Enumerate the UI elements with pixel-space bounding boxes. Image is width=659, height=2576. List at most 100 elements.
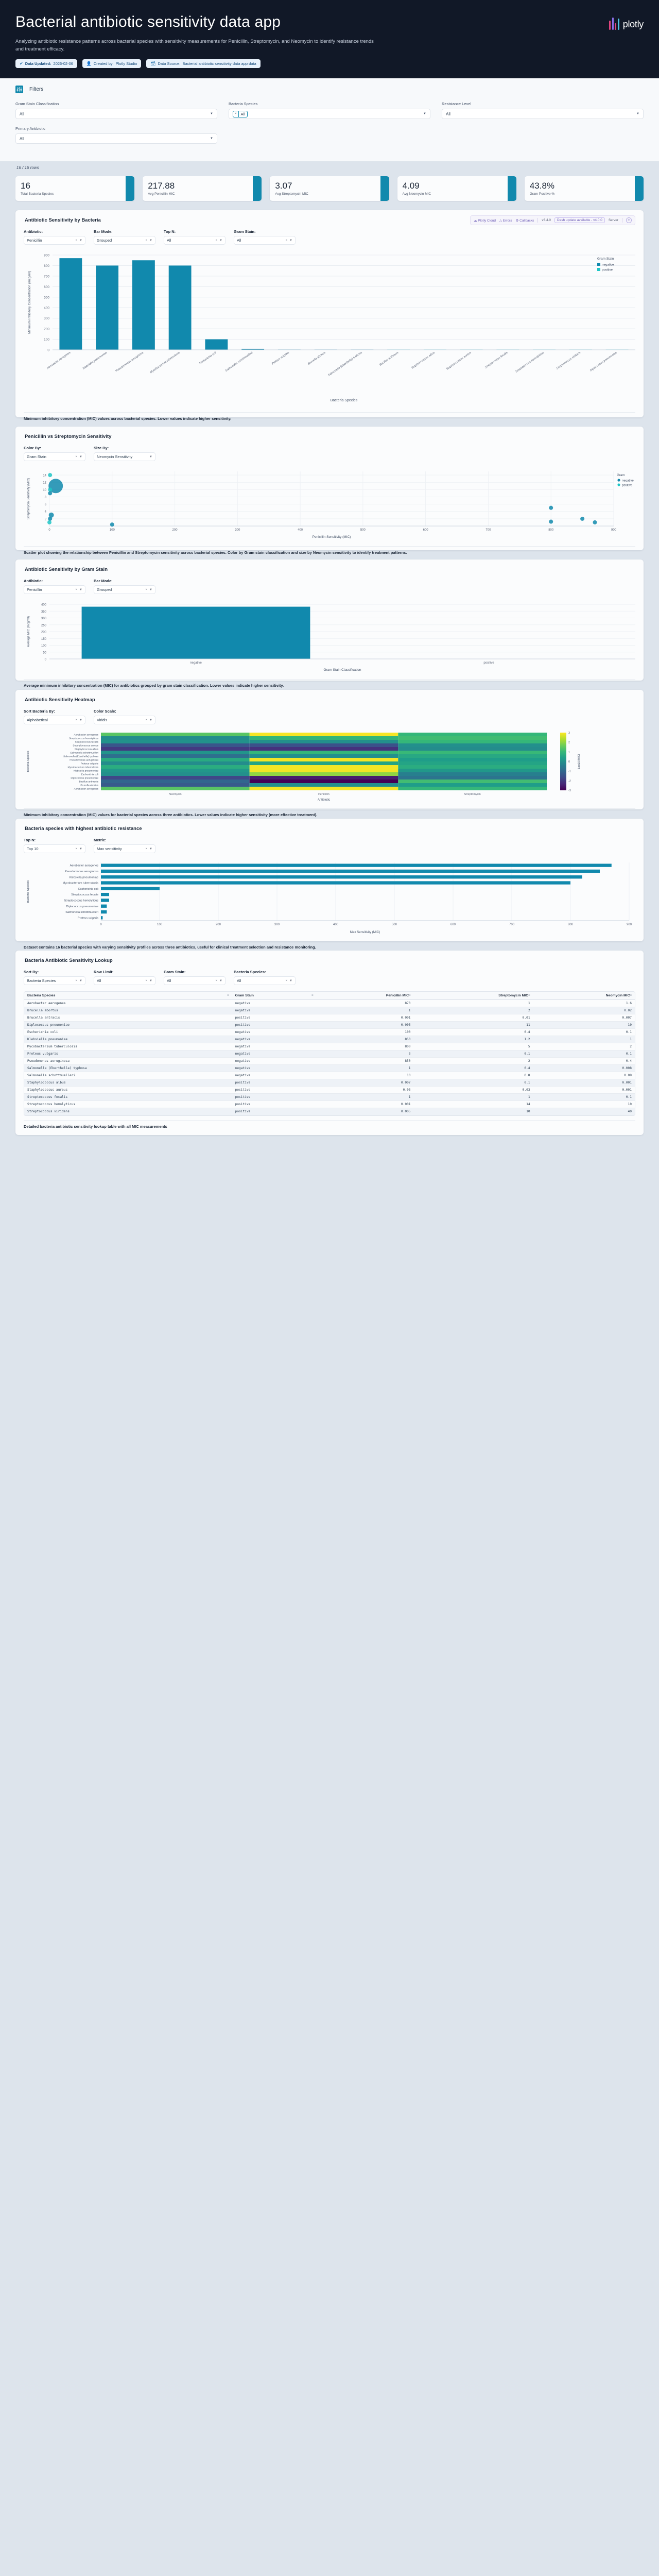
chevron-down-icon[interactable]: ▼ [79, 588, 82, 591]
svg-text:700: 700 [44, 275, 49, 279]
chevron-down-icon[interactable]: ▼ [289, 979, 292, 982]
table-row[interactable]: Escherichia coli negative 100 0.4 0.1 [24, 1028, 635, 1037]
clear-icon[interactable]: × [145, 588, 148, 591]
gram-stain-chart-select[interactable]: All × ▼ [234, 236, 296, 245]
table-header-penicillin-mic[interactable]: Penicillin MIC ≡ [316, 992, 414, 1001]
horizontal-bar-resistance[interactable]: 0 100 200 300 400 500 600 700 800 900 Aerobacter a… [24, 859, 650, 935]
svg-text:negative: negative [602, 263, 614, 267]
size-by-select[interactable]: Neomycin Sensitivity ▼ [94, 452, 155, 462]
bacteria-species-table-select[interactable]: All × ▼ [234, 976, 296, 986]
chevron-down-icon[interactable]: ▼ [79, 718, 82, 722]
table-row[interactable]: Salmonella (Eberthella) typhosa negative 1… [24, 1064, 635, 1073]
sort-bacteria-select[interactable]: Alphabetical × ▼ [24, 716, 85, 725]
antibiotic-gram-select[interactable]: Penicillin × ▼ [24, 585, 85, 595]
top-n-resistance-select[interactable]: Top 10 × ▼ [24, 844, 85, 854]
metric-select[interactable]: Max sensitivity × ▼ [94, 844, 155, 854]
chevron-down-icon[interactable]: ▼ [149, 718, 152, 722]
clear-icon[interactable]: × [145, 239, 148, 242]
clear-icon[interactable]: × [75, 588, 78, 591]
gram-stain-table-select[interactable]: All × ▼ [164, 976, 226, 986]
plotly-cloud-link[interactable]: ☁ Plotly Cloud [473, 218, 496, 223]
top-n-select[interactable]: All × ▼ [164, 236, 226, 245]
scatter-plot-penicillin-streptomycin[interactable]: 2 4 6 8 10 12 14 0 100 200 300 400 500 600 700 800 900 Pe… [24, 467, 650, 540]
sort-by-select[interactable]: Bacteria Species × ▼ [24, 976, 85, 986]
chevron-down-icon[interactable]: ▼ [79, 455, 82, 459]
clear-icon[interactable]: × [145, 979, 148, 982]
chevron-down-icon[interactable]: ▼ [79, 979, 82, 982]
bacteria-species-select[interactable]: × All ▼ [229, 109, 430, 120]
primary-antibiotic-select[interactable]: All ▼ [15, 133, 217, 144]
row-limit-select[interactable]: All × ▼ [94, 976, 155, 986]
column-filter-icon[interactable]: ≡ [528, 994, 530, 997]
clear-icon[interactable]: × [285, 979, 288, 982]
dash-dev-toolbar[interactable]: ☁ Plotly Cloud △ Errors ⚙ Callbacks v3.4… [470, 215, 635, 226]
table-cell: 10 [316, 1072, 414, 1080]
bar-mode-gram-select[interactable]: Grouped × ▼ [94, 585, 155, 595]
table-row[interactable]: Klebsiella pneumoniae negative 850 1.2 1 [24, 1036, 635, 1044]
bar-chart-controls: Antibiotic: Penicillin × ▼ Bar Mode: Grou… [24, 229, 635, 245]
clear-icon[interactable]: × [75, 979, 78, 982]
chevron-down-icon[interactable]: ▼ [79, 239, 82, 242]
table-row[interactable]: Salmonella schottmuelleri negative 10 0.8 0.… [24, 1072, 635, 1080]
clear-icon[interactable]: × [75, 847, 78, 851]
chip-remove-icon[interactable]: × [233, 111, 239, 117]
kpi-card-avg-neomycin: 4.09 Avg Neomycin MIC [397, 176, 516, 201]
table-row[interactable]: Staphylococcus albus positive 0.007 0.1 0.00… [24, 1079, 635, 1087]
table-header-bacteria-species[interactable]: Bacteria Species ≡ [24, 992, 232, 1001]
chevron-down-icon[interactable]: ▼ [149, 588, 152, 591]
bar-mode-select[interactable]: Grouped × ▼ [94, 236, 155, 245]
errors-indicator[interactable]: △ Errors [499, 218, 512, 223]
clear-icon[interactable]: × [145, 718, 148, 722]
callbacks-indicator[interactable]: ⚙ Callbacks [515, 218, 534, 223]
clear-icon[interactable]: × [75, 455, 78, 459]
chevron-down-icon[interactable]: ▼ [149, 979, 152, 982]
chevron-down-icon[interactable]: ▼ [149, 455, 152, 459]
column-filter-icon[interactable]: ≡ [630, 994, 632, 997]
table-row[interactable]: Proteus vulgaris negative 3 0.1 0.1 [24, 1050, 635, 1058]
table-header-gram-stain[interactable]: Gram Stain ≡ [232, 992, 317, 1001]
table-row[interactable]: Brucella abortus negative 1 2 0.02 [24, 1007, 635, 1015]
chevron-down-icon[interactable]: ▼ [219, 239, 222, 242]
clear-icon[interactable]: × [75, 239, 78, 242]
column-filter-icon[interactable]: ≡ [311, 994, 314, 997]
table-cell: 850 [316, 1036, 414, 1044]
species-chip[interactable]: × All [233, 110, 248, 117]
table-row[interactable]: Streptococcus viridans positive 0.005 10 40 [24, 1108, 635, 1116]
table-row[interactable]: Brucella antracis positive 0.001 0.01 0.007 [24, 1014, 635, 1022]
table-cell: 0.03 [316, 1086, 414, 1094]
table-row[interactable]: Aerobacter aerogenes negative 870 1 1.6 [24, 999, 635, 1008]
lookup-table-container[interactable]: Bacteria Species ≡ Gram Stain ≡ Penicillin M… [24, 991, 635, 1116]
chevron-down-icon[interactable]: ▼ [149, 239, 152, 242]
table-header-neomycin-mic[interactable]: Neomycin MIC ≡ [533, 992, 635, 1001]
table-row[interactable]: Pseudomonas aeruginosa negative 850 2 0.4 [24, 1057, 635, 1065]
table-row[interactable]: Mycobacterium tuberculosis negative 800 5 2 [24, 1043, 635, 1051]
color-scale-select[interactable]: Viridis × ▼ [94, 716, 155, 725]
table-row[interactable]: Streptococcus fecalis positive 1 1 0.1 [24, 1093, 635, 1101]
column-filter-icon[interactable]: ≡ [409, 994, 411, 997]
chevron-down-icon[interactable]: ▼ [219, 979, 222, 982]
dash-logo-icon[interactable]: ⚛ [626, 217, 632, 224]
dash-update-pill[interactable]: Dash update available - v4.0.0 [554, 217, 605, 224]
clear-icon[interactable]: × [215, 239, 218, 242]
chevron-down-icon[interactable]: ▼ [289, 239, 292, 242]
bar-chart-gram-stain[interactable]: 0 50 100 150 200 250 300 350 400 negative positive… [24, 600, 650, 673]
chevron-down-icon[interactable]: ▼ [79, 847, 82, 851]
column-filter-icon[interactable]: ≡ [227, 994, 229, 997]
gram-stain-select[interactable]: All ▼ [15, 109, 217, 120]
clear-icon[interactable]: × [145, 847, 148, 851]
clear-icon[interactable]: × [75, 718, 78, 722]
server-status[interactable]: Server [608, 218, 618, 223]
table-row[interactable]: Streptococcus hemolyticus positive 0.001 14… [24, 1100, 635, 1109]
table-header-streptomycin-mic[interactable]: Streptomycin MIC ≡ [413, 992, 533, 1001]
color-by-select[interactable]: Gram Stain × ▼ [24, 452, 85, 462]
chevron-down-icon[interactable]: ▼ [149, 847, 152, 851]
table-row[interactable]: Staphylococcus aureus positive 0.03 0.03 0.0… [24, 1086, 635, 1094]
antibiotic-select[interactable]: Penicillin × ▼ [24, 236, 85, 245]
resistance-level-select[interactable]: All ▼ [442, 109, 644, 120]
table-row[interactable]: Diplococcus pneumoniae positive 0.005 11 10 [24, 1021, 635, 1029]
clear-icon[interactable]: × [285, 239, 288, 242]
clear-icon[interactable]: × [215, 979, 218, 982]
filters-header: Filters [15, 86, 644, 94]
